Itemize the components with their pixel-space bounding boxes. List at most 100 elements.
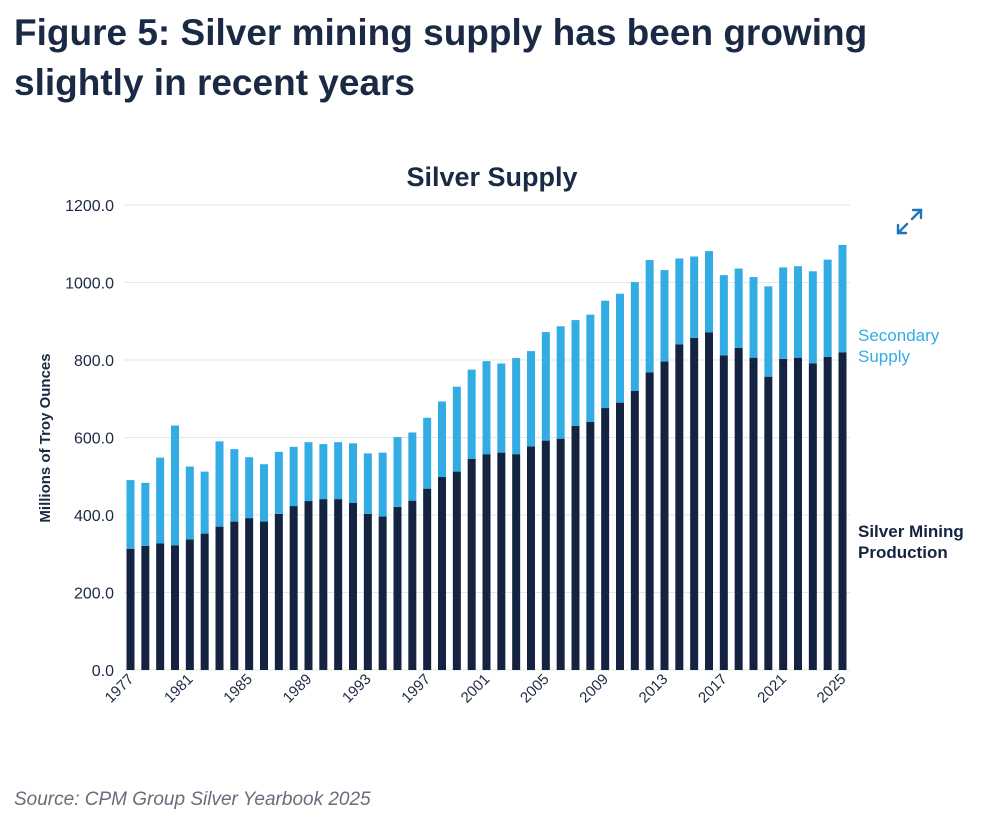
bar-mining-1986: [260, 522, 268, 670]
bar-mining-2007: [572, 426, 580, 670]
bar-secondary-2015: [690, 257, 698, 338]
bar-mining-2024: [824, 357, 832, 670]
bar-mining-1989: [305, 501, 313, 670]
bar-secondary-2005: [542, 332, 550, 441]
bar-secondary-1978: [141, 483, 149, 546]
bar-mining-1981: [186, 539, 194, 670]
bar-mining-1978: [141, 546, 149, 670]
bar-mining-1980: [171, 545, 179, 670]
bar-mining-2010: [616, 403, 624, 670]
bar-secondary-1979: [156, 458, 164, 544]
legend-line: Silver Mining: [858, 522, 964, 541]
bar-secondary-1985: [245, 457, 253, 518]
bar-secondary-1983: [216, 441, 224, 526]
bar-secondary-2012: [646, 260, 654, 372]
x-tick-label: 2021: [754, 671, 790, 707]
expand-arrows-icon[interactable]: [898, 210, 921, 233]
bar-secondary-1996: [408, 432, 416, 500]
bar-secondary-1999: [453, 387, 461, 472]
x-tick-label: 1993: [339, 671, 375, 707]
chart: Silver Supply Millions of Troy Ounces 0.…: [0, 0, 984, 819]
source-note: Source: CPM Group Silver Yearbook 2025: [14, 789, 371, 811]
bar-secondary-2024: [824, 260, 832, 357]
bar-secondary-1987: [275, 452, 283, 514]
y-tick-label: 0.0: [92, 663, 114, 680]
bar-mining-2013: [661, 362, 669, 670]
x-tick-label: 1981: [161, 671, 197, 707]
bar-mining-2021: [779, 359, 787, 670]
bar-mining-2011: [631, 391, 639, 670]
bar-mining-1999: [453, 472, 461, 670]
legend-secondary-supply: Secondary Supply: [858, 326, 940, 366]
x-tick-label: 1997: [398, 671, 434, 707]
bar-secondary-2021: [779, 267, 787, 358]
x-tick-label: 2013: [636, 671, 672, 707]
bar-secondary-1989: [305, 442, 313, 501]
bar-secondary-1981: [186, 467, 194, 540]
bar-mining-2000: [468, 459, 476, 670]
bar-secondary-2003: [512, 358, 520, 454]
bar-secondary-1997: [423, 418, 431, 489]
bar-mining-2023: [809, 363, 817, 670]
bar-mining-2022: [794, 358, 802, 670]
legend-line: Supply: [858, 347, 910, 366]
bar-mining-1994: [379, 517, 387, 670]
bar-mining-1983: [216, 527, 224, 670]
y-tick-label: 1200.0: [65, 198, 114, 215]
bar-secondary-1991: [334, 442, 342, 499]
x-tick-label: 2001: [458, 671, 494, 707]
bar-secondary-2009: [601, 301, 609, 408]
bar-mining-1985: [245, 518, 253, 670]
bar-mining-2017: [720, 355, 728, 670]
bar-mining-2020: [764, 377, 772, 670]
bar-secondary-1994: [379, 453, 387, 517]
bar-mining-2002: [497, 453, 505, 670]
bar-secondary-1988: [290, 447, 298, 506]
bar-mining-1996: [408, 501, 416, 670]
bar-secondary-2010: [616, 294, 624, 403]
bar-secondary-2019: [750, 277, 758, 358]
bar-mining-1998: [438, 477, 446, 670]
bar-secondary-2014: [675, 258, 683, 344]
y-tick-label: 600.0: [74, 431, 114, 448]
legend-line: Production: [858, 543, 948, 562]
bar-mining-2004: [527, 446, 535, 670]
bar-mining-1997: [423, 489, 431, 670]
bar-layer: [127, 245, 847, 670]
bar-secondary-2011: [631, 282, 639, 391]
bar-mining-2003: [512, 454, 520, 670]
y-tick-label: 200.0: [74, 586, 114, 603]
bar-mining-2019: [750, 358, 758, 670]
bar-mining-1995: [394, 507, 402, 670]
bar-mining-1977: [127, 549, 135, 670]
bar-mining-1984: [230, 522, 238, 670]
bar-secondary-2004: [527, 351, 535, 446]
bar-secondary-2025: [839, 245, 847, 352]
bar-secondary-2020: [764, 286, 772, 376]
bar-mining-2015: [690, 338, 698, 670]
bar-secondary-1986: [260, 464, 268, 521]
y-axis-label: Millions of Troy Ounces: [37, 353, 54, 522]
y-tick-label: 1000.0: [65, 276, 114, 293]
bar-secondary-1992: [349, 443, 357, 503]
bar-mining-2001: [483, 454, 491, 670]
bar-mining-2014: [675, 345, 683, 671]
legend-line: Secondary: [858, 326, 940, 345]
bar-secondary-2002: [497, 363, 505, 452]
bar-mining-2008: [586, 422, 594, 670]
bar-secondary-2017: [720, 275, 728, 355]
bar-secondary-1995: [394, 437, 402, 507]
bar-secondary-1993: [364, 453, 372, 513]
bar-mining-2006: [557, 439, 565, 670]
bar-secondary-2018: [735, 269, 743, 348]
y-tick-label: 400.0: [74, 508, 114, 525]
bar-secondary-2022: [794, 266, 802, 357]
bar-secondary-1984: [230, 449, 238, 521]
bar-secondary-2016: [705, 251, 713, 332]
bar-secondary-2008: [586, 315, 594, 422]
bar-mining-1982: [201, 534, 209, 670]
x-tick-label: 2005: [517, 671, 553, 707]
bar-mining-1990: [319, 499, 327, 670]
x-tick-label: 1989: [280, 671, 316, 707]
bar-mining-2016: [705, 332, 713, 670]
